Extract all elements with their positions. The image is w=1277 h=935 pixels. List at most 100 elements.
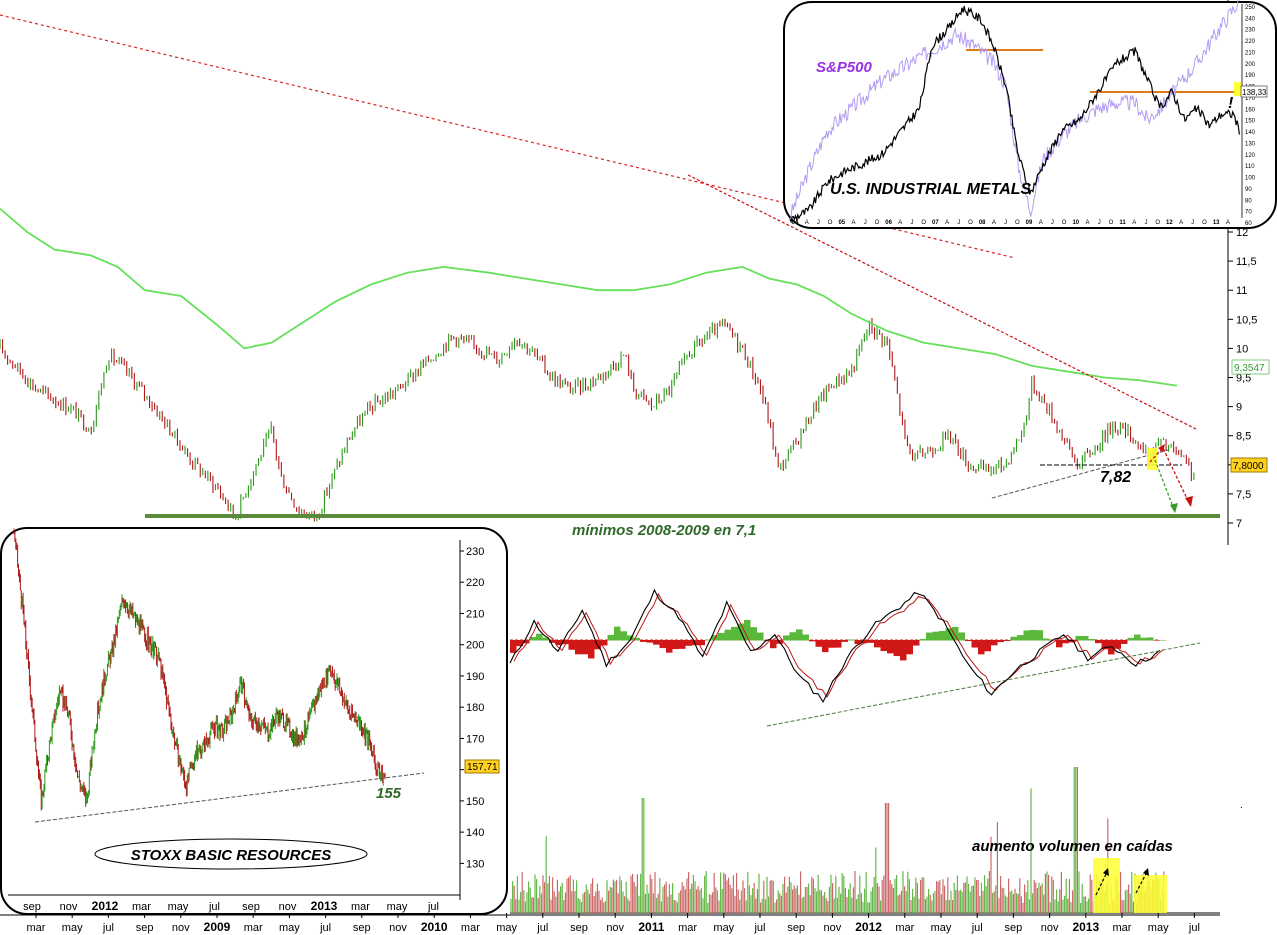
main-x-tick-label: mar bbox=[1113, 922, 1132, 934]
oscillator-hist-bar bbox=[926, 632, 933, 641]
metals-x-tick-label: A bbox=[1226, 220, 1230, 226]
metals-y-tick-label: 120 bbox=[1245, 153, 1256, 159]
oscillator-hist-bar bbox=[581, 640, 588, 655]
main-x-tick-label: mar bbox=[678, 922, 697, 934]
oscillator-hist-bar bbox=[672, 640, 679, 650]
metals-x-tick-label: 12 bbox=[1166, 220, 1173, 226]
oscillator-hist-bar bbox=[750, 627, 757, 641]
metals-y-tick-label: 110 bbox=[1245, 164, 1255, 170]
oscillator-hist-bar bbox=[659, 640, 666, 649]
metals-y-axis: 2502402302202102001901801701601501401301… bbox=[1241, 4, 1256, 227]
oscillator-hist-bar bbox=[1017, 635, 1024, 641]
main-x-tick-label: may bbox=[931, 922, 952, 934]
main-x-tick-label: may bbox=[62, 922, 83, 934]
main-x-tick-label: mar bbox=[895, 922, 914, 934]
oscillator-hist-bar bbox=[646, 640, 653, 643]
main-x-tick-label: jul bbox=[1188, 922, 1200, 934]
oscillator-hist-bar bbox=[1010, 636, 1017, 641]
oscillator-hist-bar bbox=[1056, 640, 1063, 648]
last-price-box bbox=[1230, 457, 1268, 473]
stoxx-y-tick-label: 230 bbox=[466, 546, 484, 558]
oscillator-hist-bar bbox=[1127, 637, 1134, 641]
metals-x-tick-label: J bbox=[864, 220, 867, 226]
metals-x-tick-label: J bbox=[1051, 220, 1054, 226]
oscillator-hist-bar bbox=[1134, 634, 1141, 641]
metals-price-series bbox=[789, 5, 1240, 224]
oscillator-hist-bar bbox=[952, 626, 959, 641]
main-y-tick-label: 9,5 bbox=[1236, 373, 1251, 385]
stoxx-x-tick-label: sep bbox=[23, 901, 41, 913]
metals-y-tick-label: 220 bbox=[1245, 39, 1256, 45]
ma-line bbox=[0, 208, 1178, 387]
main-y-tick-label: 10,5 bbox=[1236, 314, 1257, 326]
metals-y-tick-label: 150 bbox=[1245, 119, 1256, 125]
oscillator-hist-bar bbox=[841, 640, 848, 642]
main-y-tick-label: 9 bbox=[1236, 402, 1242, 414]
oscillator-hist-bar bbox=[510, 640, 517, 653]
stoxx-price-series bbox=[13, 528, 386, 811]
oscillator-hist-bar bbox=[913, 640, 920, 646]
oscillator-hist-bar bbox=[1030, 629, 1037, 641]
key-level-label: 7,82 bbox=[1100, 469, 1131, 486]
stoxx-x-tick-label: jul bbox=[208, 901, 220, 913]
oscillator-hist-bar bbox=[588, 640, 595, 659]
ma-value-box bbox=[1231, 359, 1270, 375]
main-x-tick-label: jul bbox=[102, 922, 114, 934]
main-y-tick-label: 11 bbox=[1236, 285, 1247, 297]
oscillator-hist-bar bbox=[555, 640, 562, 646]
oscillator-hist-bar bbox=[945, 628, 952, 641]
metals-x-tick-label: J bbox=[1191, 220, 1194, 226]
last-price-label: 7,8000 bbox=[1233, 461, 1264, 472]
stoxx-y-tick-label: 140 bbox=[466, 827, 484, 839]
oscillator-hist-bar bbox=[562, 640, 569, 645]
oscillator-hist-bar bbox=[848, 639, 855, 641]
oscillator-hist-bar bbox=[1114, 640, 1121, 649]
metals-x-tick-label: A bbox=[805, 220, 809, 226]
stoxx-x-tick-label: sep bbox=[242, 901, 260, 913]
oscillator-hist-bar bbox=[1069, 640, 1076, 643]
stoxx-x-tick-label: nov bbox=[60, 901, 78, 913]
metals-x-tick-label: A bbox=[898, 220, 902, 226]
oscillator-hist-bar bbox=[984, 640, 991, 652]
oscillator-hist-bar bbox=[874, 640, 881, 648]
metals-x-tick-label: O bbox=[1015, 220, 1020, 226]
oscillator-hist-bar bbox=[822, 640, 829, 653]
metals-x-tick-label: O bbox=[1202, 220, 1207, 226]
metals-y-tick-label: 140 bbox=[1245, 130, 1256, 136]
metals-exclaim: ! bbox=[1228, 95, 1234, 112]
oscillator-hist-bar bbox=[1160, 639, 1167, 641]
metals-y-tick-label: 160 bbox=[1245, 107, 1256, 113]
metals-y-tick-label: 230 bbox=[1245, 28, 1256, 34]
metals-x-tick-label: J bbox=[911, 220, 914, 226]
rising-support-line bbox=[991, 449, 1169, 499]
oscillator-hist-bar bbox=[607, 634, 614, 641]
main-x-tick-label: nov bbox=[606, 922, 624, 934]
oscillator-hist-bar bbox=[614, 626, 621, 641]
inset-metals-chart: 2502402302202102001901801701601501401301… bbox=[783, 0, 1277, 229]
main-moving-average bbox=[0, 208, 1178, 387]
stoxx-x-tick-label: may bbox=[387, 901, 408, 913]
metals-x-tick-label: 04 bbox=[792, 220, 799, 226]
main-x-tick-label: may bbox=[1148, 922, 1169, 934]
main-x-tick-label: sep bbox=[136, 922, 154, 934]
ma-value-label: 9,3547 bbox=[1234, 363, 1265, 374]
metals-x-tick-label: J bbox=[1145, 220, 1148, 226]
oscillator-hist-bar bbox=[1082, 635, 1089, 641]
oscillator-hist-bar bbox=[568, 640, 575, 650]
stoxx-support-label: 155 bbox=[376, 785, 402, 802]
metals-x-tick-label: A bbox=[992, 220, 996, 226]
stoxx-y-tick-label: 190 bbox=[466, 671, 484, 683]
forecast-arrowhead-up bbox=[1158, 444, 1165, 452]
oscillator-hist-bar bbox=[523, 640, 530, 644]
oscillator-hist-bar bbox=[1088, 639, 1095, 641]
metals-x-tick-label: O bbox=[875, 220, 880, 226]
metals-x-tick-label: A bbox=[1039, 220, 1043, 226]
metals-y-tick-label: 170 bbox=[1245, 96, 1256, 102]
main-x-tick-label: 2011 bbox=[638, 920, 664, 934]
stoxx-x-tick-label: 2013 bbox=[311, 899, 338, 913]
oscillator-hist-bar bbox=[815, 640, 822, 647]
stoxx-x-tick-label: 2012 bbox=[92, 899, 119, 913]
oscillator-hist-bar bbox=[685, 640, 692, 646]
